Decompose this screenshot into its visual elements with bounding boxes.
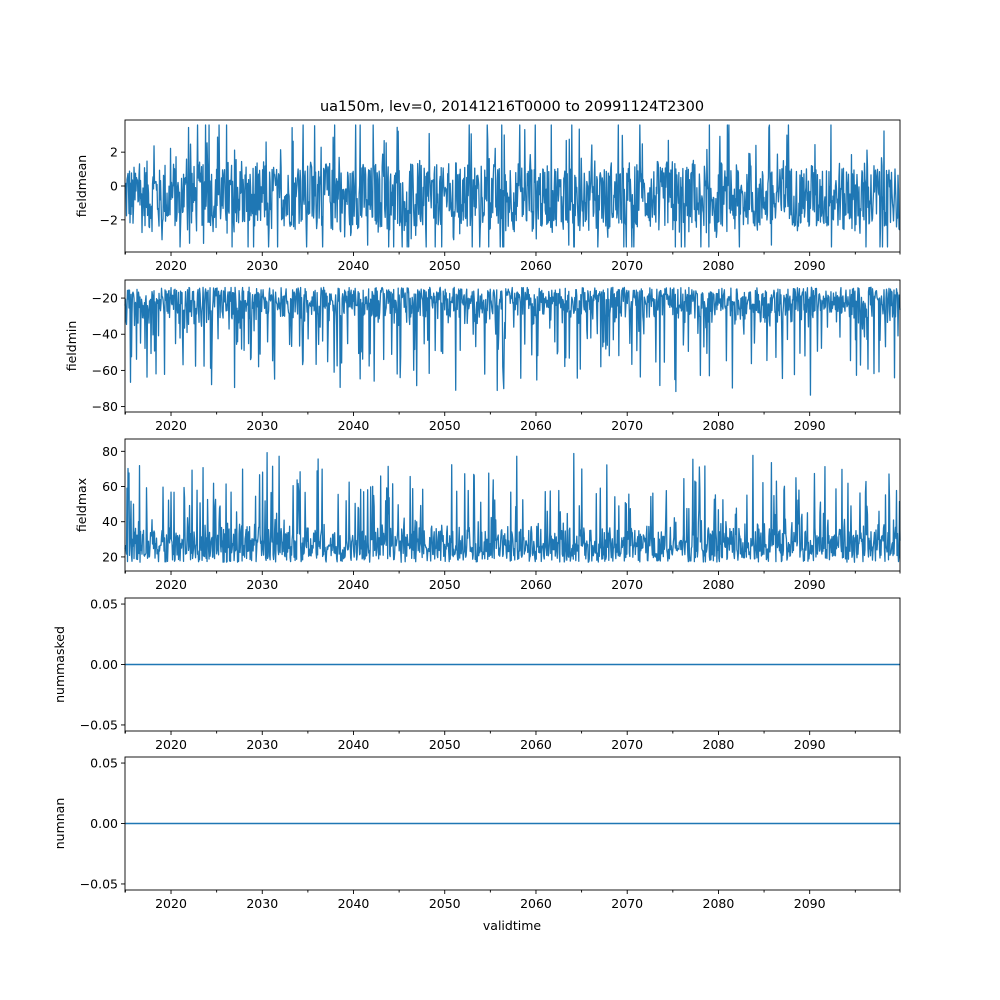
x-tick-label: 2060 (520, 418, 552, 433)
x-tick-label: 2030 (246, 258, 278, 273)
x-tick-label: 2070 (611, 737, 643, 752)
x-tick-label: 2040 (338, 737, 370, 752)
y-tick-label: −2 (100, 212, 118, 227)
x-tick-label: 2030 (246, 737, 278, 752)
panel-nummasked: 0.05 0.00 −0.05 2020 2030 2040 2050 2060 2070 208… (52, 597, 901, 752)
series-line-fieldmax (124, 452, 901, 563)
x-tick-label: 2060 (520, 896, 552, 911)
y-axis-label: fieldmax (74, 478, 89, 532)
x-tick-label: 2050 (429, 418, 461, 433)
x-tick-label: 2020 (155, 737, 187, 752)
y-tick-label: −80 (92, 399, 118, 414)
x-tick-label: 2030 (246, 896, 278, 911)
y-tick-label: 0.00 (90, 657, 118, 672)
x-tick-label: 2060 (520, 737, 552, 752)
y-axis-label: numnan (52, 798, 67, 850)
x-tick-label: 2080 (703, 896, 735, 911)
x-tick-label: 2080 (703, 258, 735, 273)
y-tick-label: 0 (110, 179, 118, 194)
y-tick-label: −40 (92, 327, 118, 342)
x-tick-label: 2020 (155, 418, 187, 433)
x-tick-label: 2060 (520, 258, 552, 273)
x-tick-label: 2020 (155, 577, 187, 592)
x-tick-label: 2070 (611, 577, 643, 592)
series-line-fieldmin (124, 286, 901, 396)
x-tick-label: 2070 (611, 258, 643, 273)
x-tick-label: 2080 (703, 737, 735, 752)
axes-frame (124, 279, 901, 413)
y-tick-label: −0.05 (80, 876, 118, 891)
y-tick-label: 80 (102, 444, 118, 459)
panel-numnan: 0.05 0.00 −0.05 2020 2030 2040 2050 2060 2070 208… (52, 756, 901, 911)
y-tick-label: 0.05 (90, 597, 118, 612)
x-tick-label: 2080 (703, 418, 735, 433)
x-tick-label: 2070 (611, 896, 643, 911)
x-tick-label: 2050 (429, 896, 461, 911)
panel-fieldmean: 2 0 −2 2020 2030 2040 2050 2060 2070 2080 2090 fiel… (74, 119, 901, 273)
y-tick-label: 40 (102, 514, 118, 529)
x-tick-label: 2030 (246, 577, 278, 592)
x-tick-label: 2040 (338, 258, 370, 273)
x-tick-label: 2090 (794, 737, 826, 752)
x-tick-label: 2090 (794, 577, 826, 592)
axes-frame (124, 438, 901, 572)
x-tick-label: 2080 (703, 577, 735, 592)
x-tick-label: 2070 (611, 418, 643, 433)
x-axis-label: validtime (483, 918, 541, 933)
series-line-fieldmean (124, 124, 901, 248)
x-tick-label: 2090 (794, 418, 826, 433)
x-tick-label: 2090 (794, 258, 826, 273)
x-tick-label: 2050 (429, 737, 461, 752)
x-tick-label: 2040 (338, 896, 370, 911)
y-tick-label: −20 (92, 291, 118, 306)
y-tick-label: 0.00 (90, 816, 118, 831)
y-axis-label: fieldmin (64, 321, 79, 372)
y-axis-label: nummasked (52, 626, 67, 703)
x-tick-label: 2020 (155, 258, 187, 273)
chart-title: ua150m, lev=0, 20141216T0000 to 20991124… (320, 99, 704, 115)
x-tick-label: 2060 (520, 577, 552, 592)
x-tick-label: 2030 (246, 418, 278, 433)
panel-fieldmin: −20 −40 −60 −80 2020 2030 2040 2050 2060 2070 2080… (64, 279, 901, 433)
x-tick-label: 2050 (429, 258, 461, 273)
x-tick-label: 2050 (429, 577, 461, 592)
y-tick-label: −0.05 (80, 717, 118, 732)
x-tick-label: 2090 (794, 896, 826, 911)
x-tick-label: 2040 (338, 577, 370, 592)
y-tick-label: 0.05 (90, 756, 118, 771)
y-tick-label: 20 (102, 549, 118, 564)
y-tick-label: 60 (102, 479, 118, 494)
y-tick-label: 2 (110, 145, 118, 160)
y-axis-label: fieldmean (74, 155, 89, 217)
x-tick-label: 2040 (338, 418, 370, 433)
x-tick-label: 2020 (155, 896, 187, 911)
y-tick-label: −60 (92, 363, 118, 378)
